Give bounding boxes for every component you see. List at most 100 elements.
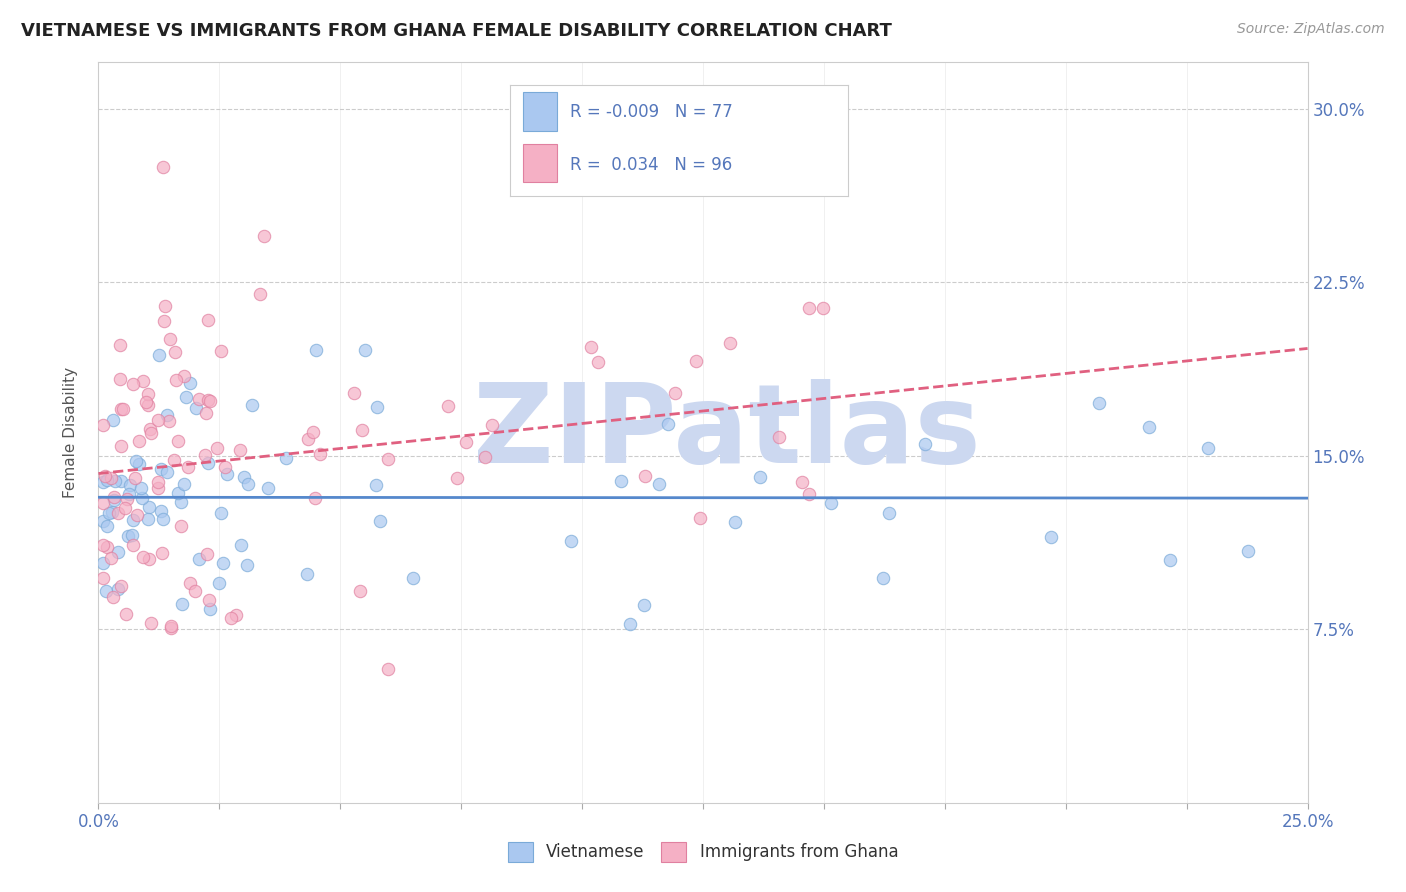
Point	[297, 432, 319, 446]
Point	[689, 511, 711, 525]
Point	[93, 571, 115, 585]
Point	[236, 558, 259, 572]
Point	[366, 401, 388, 415]
Point	[436, 399, 458, 413]
Point	[131, 491, 153, 505]
Point	[152, 314, 174, 328]
Point	[97, 506, 120, 520]
Point	[454, 435, 477, 450]
Point	[91, 418, 114, 433]
Point	[121, 513, 143, 527]
Point	[914, 437, 936, 451]
Point	[366, 478, 388, 492]
Point	[295, 566, 318, 581]
Point	[91, 556, 114, 570]
Point	[872, 571, 894, 585]
Point	[820, 495, 842, 509]
Point	[108, 338, 131, 352]
Point	[349, 583, 371, 598]
Point	[195, 547, 218, 561]
Point	[200, 394, 222, 409]
Point	[768, 430, 790, 444]
Legend: Vietnamese, Immigrants from Ghana: Vietnamese, Immigrants from Ghana	[501, 835, 905, 869]
Point	[183, 584, 205, 599]
Point	[305, 343, 328, 358]
Point	[157, 414, 180, 428]
Point	[170, 519, 193, 533]
Point	[96, 473, 118, 487]
Point	[343, 385, 366, 400]
Point	[215, 467, 238, 482]
Point	[1237, 543, 1260, 558]
Point	[368, 514, 391, 528]
Point	[146, 412, 169, 426]
Point	[197, 456, 219, 470]
Point	[139, 422, 162, 436]
Point	[103, 490, 125, 504]
Point	[619, 616, 641, 631]
Point	[174, 390, 197, 404]
Point	[152, 512, 174, 526]
Point	[377, 452, 399, 467]
Point	[108, 371, 131, 385]
Point	[117, 492, 139, 507]
Point	[402, 571, 425, 585]
Point	[256, 481, 278, 495]
Point	[474, 450, 496, 464]
Point	[214, 460, 236, 475]
Point	[124, 471, 146, 485]
Point	[91, 475, 114, 489]
Point	[148, 348, 170, 362]
Point	[163, 345, 186, 359]
Point	[91, 496, 114, 510]
Point	[96, 540, 118, 554]
Point	[117, 529, 139, 543]
Text: VIETNAMESE VS IMMIGRANTS FROM GHANA FEMALE DISABILITY CORRELATION CHART: VIETNAMESE VS IMMIGRANTS FROM GHANA FEMA…	[21, 22, 891, 40]
Point	[110, 401, 132, 416]
Point	[159, 619, 181, 633]
Point	[141, 616, 163, 631]
Point	[107, 545, 129, 559]
Point	[249, 286, 271, 301]
Point	[790, 475, 813, 490]
Point	[481, 417, 503, 432]
Point	[308, 447, 330, 461]
Point	[301, 425, 323, 439]
Point	[877, 506, 900, 520]
Point	[165, 373, 187, 387]
Point	[205, 441, 228, 455]
Point	[799, 301, 821, 315]
Point	[121, 528, 143, 542]
Point	[107, 582, 129, 596]
Point	[103, 492, 125, 507]
Point	[377, 662, 399, 676]
Point	[91, 514, 114, 528]
Point	[560, 533, 582, 548]
Point	[136, 398, 159, 412]
Point	[91, 538, 114, 552]
Point	[118, 487, 141, 501]
Point	[194, 407, 217, 421]
Point	[172, 597, 194, 611]
Point	[229, 538, 252, 552]
Point	[128, 434, 150, 449]
Point	[209, 506, 232, 520]
Point	[122, 539, 145, 553]
Point	[748, 470, 770, 484]
Point	[354, 343, 377, 358]
Point	[188, 552, 211, 566]
Point	[118, 478, 141, 492]
Point	[128, 458, 150, 472]
Point	[198, 593, 221, 607]
Point	[112, 402, 135, 417]
Point	[229, 443, 252, 458]
Point	[179, 376, 201, 390]
Point	[811, 301, 834, 316]
Point	[184, 401, 207, 415]
Point	[304, 491, 326, 506]
Point	[94, 469, 117, 483]
Point	[110, 439, 132, 453]
Point	[96, 519, 118, 533]
Point	[103, 474, 125, 488]
Point	[797, 487, 820, 501]
